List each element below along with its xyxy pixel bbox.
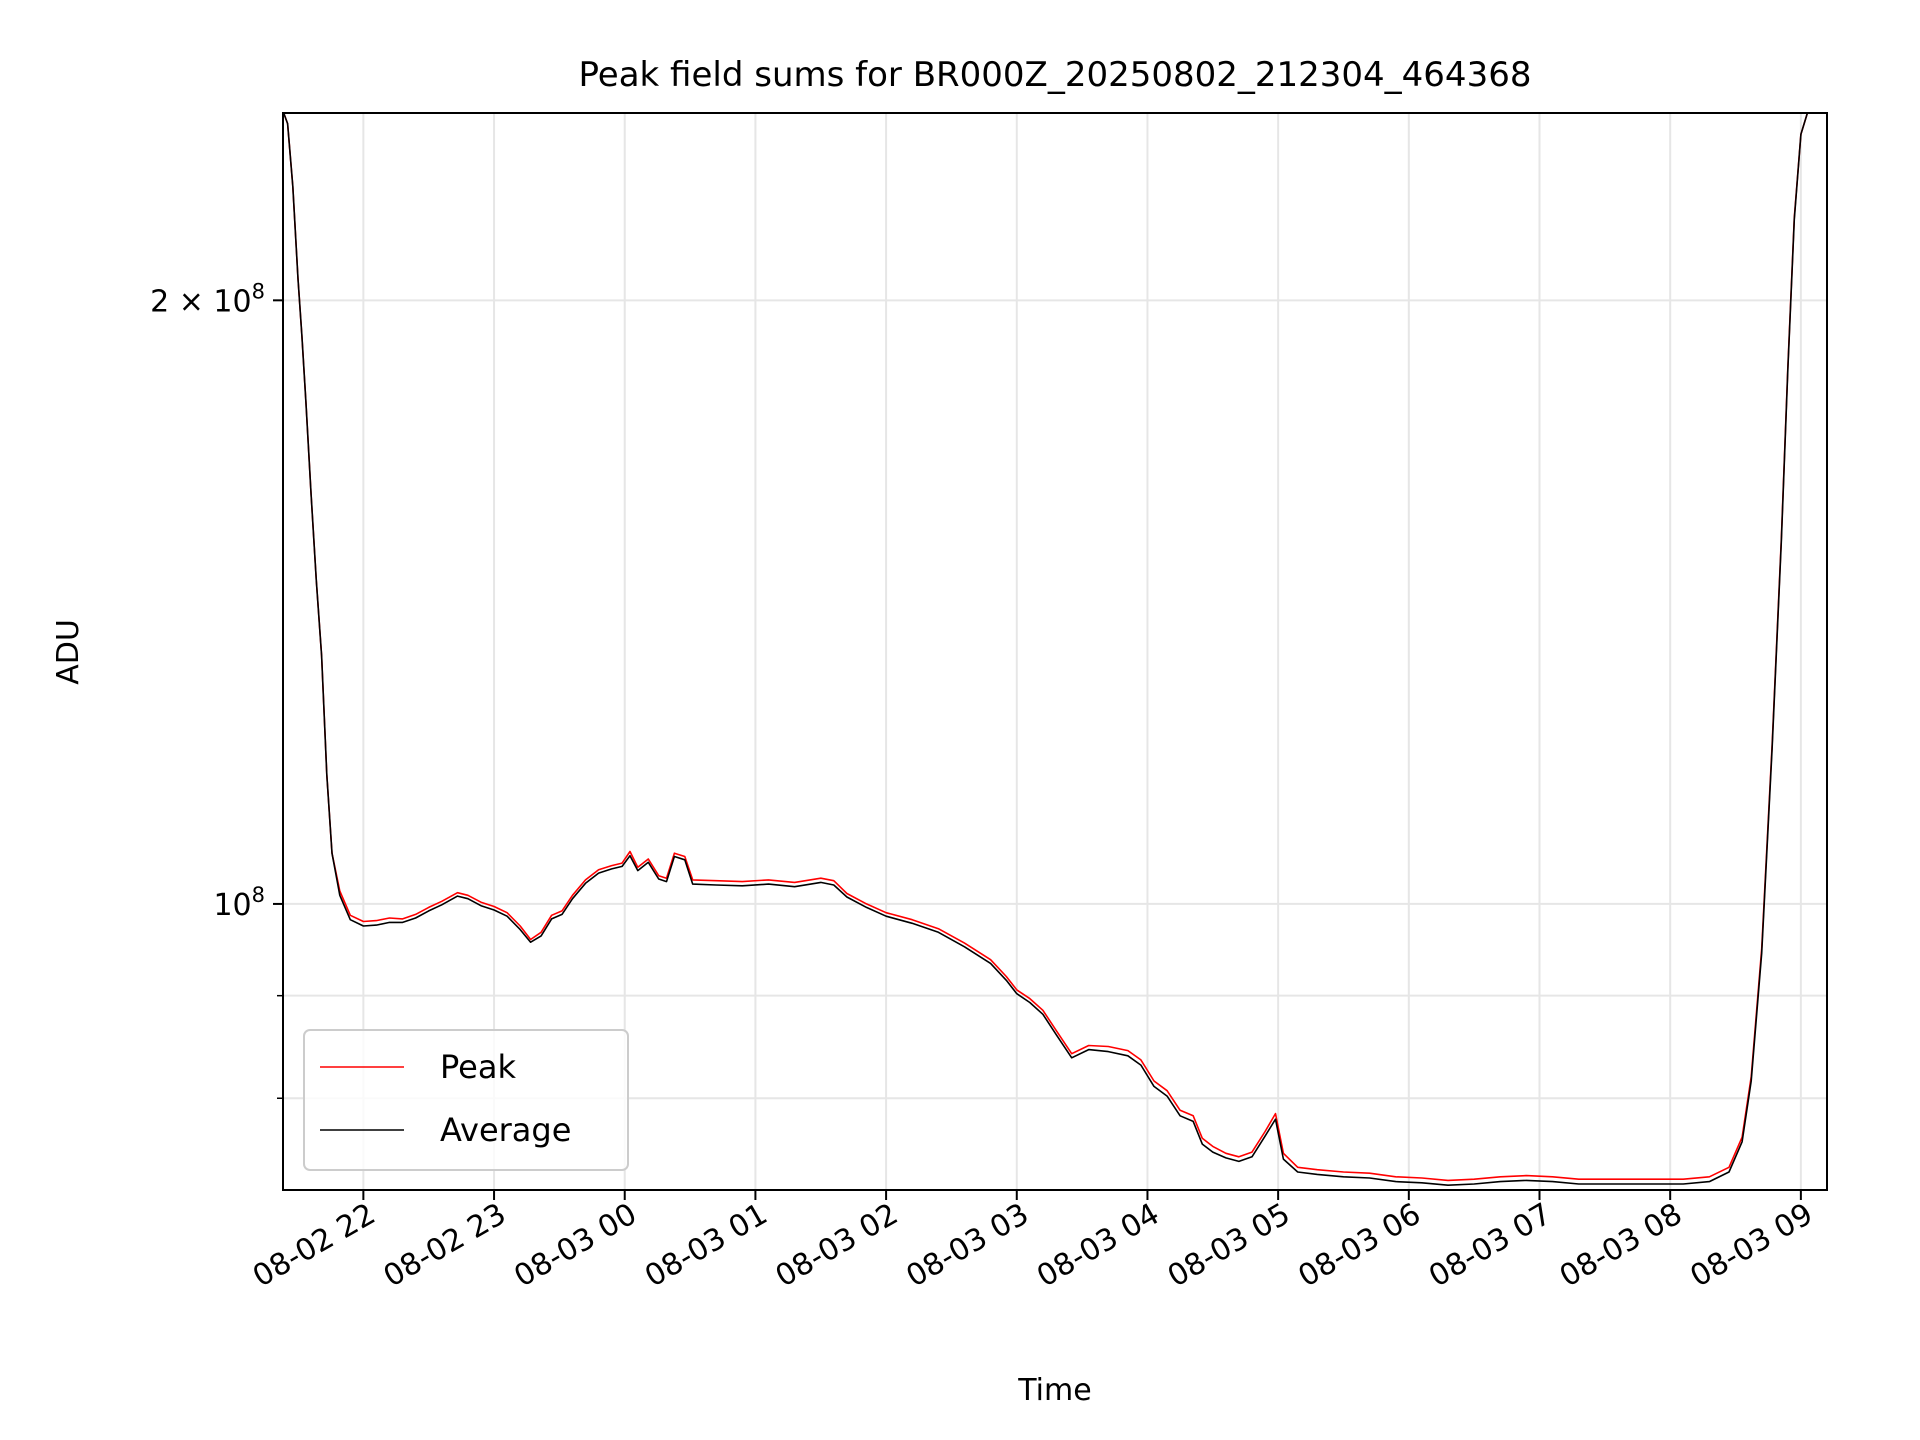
y-tick-label: 2 × 108 (150, 279, 265, 319)
y-tick-label-exponent: 8 (252, 883, 265, 907)
y-tick-label: 108 (213, 883, 265, 923)
legend: Peak Average (303, 1029, 629, 1171)
legend-label-peak: Peak (440, 1048, 516, 1086)
y-tick-label-base: 2 × 10 (150, 284, 251, 319)
legend-box (303, 1029, 629, 1171)
legend-label-average: Average (440, 1111, 571, 1149)
series-line-peak (283, 113, 1809, 1182)
y-axis-label: ADU (51, 619, 86, 685)
x-axis-label: Time (1017, 1373, 1091, 1408)
series-layer (283, 113, 1809, 1186)
chart-title: Peak field sums for BR000Z_20250802_2123… (579, 55, 1532, 95)
y-tick-label-base: 10 (213, 888, 251, 923)
y-tick-label-exponent: 8 (252, 279, 265, 303)
series-line-average (283, 113, 1809, 1186)
grid (283, 113, 1827, 1190)
plot-frame (282, 112, 1828, 1191)
